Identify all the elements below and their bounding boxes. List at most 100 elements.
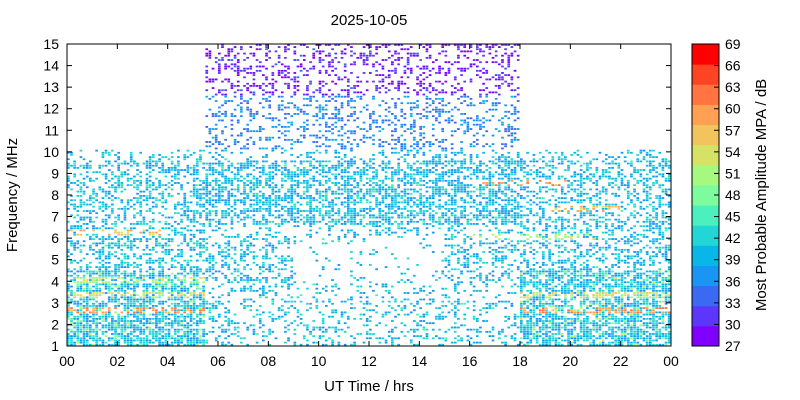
heatmap-cell xyxy=(76,294,80,297)
heatmap-cell xyxy=(120,233,124,236)
heatmap-cell xyxy=(362,341,366,344)
heatmap-cell xyxy=(309,233,312,236)
heatmap-cell xyxy=(114,268,117,271)
heatmap-cell xyxy=(274,89,278,92)
heatmap-cell xyxy=(400,195,404,197)
heatmap-cell xyxy=(202,225,205,228)
heatmap-cell xyxy=(318,61,322,64)
heatmap-cell xyxy=(104,177,108,180)
heatmap-cell xyxy=(302,335,306,338)
heatmap-cell xyxy=(183,311,187,314)
heatmap-cell xyxy=(136,238,139,240)
heatmap-cell xyxy=(284,50,287,53)
heatmap-cell xyxy=(101,235,105,238)
heatmap-cell xyxy=(378,125,382,128)
heatmap-cell xyxy=(403,171,407,174)
heatmap-cell xyxy=(195,272,199,275)
heatmap-cell xyxy=(277,46,281,48)
heatmap-cell xyxy=(243,285,246,288)
heatmap-cell xyxy=(246,123,249,126)
heatmap-cell xyxy=(227,268,231,271)
heatmap-cell xyxy=(255,195,259,197)
heatmap-cell xyxy=(280,279,284,281)
heatmap-cell xyxy=(73,333,76,335)
heatmap-cell xyxy=(67,162,70,165)
heatmap-cell xyxy=(287,84,290,87)
heatmap-cell xyxy=(255,166,259,169)
heatmap-cell xyxy=(299,65,303,68)
heatmap-cell xyxy=(186,322,190,325)
heatmap-cell xyxy=(287,276,290,279)
heatmap-cell xyxy=(208,108,212,111)
heatmap-cell xyxy=(164,287,168,290)
heatmap-cell xyxy=(92,315,95,318)
heatmap-cell xyxy=(107,298,111,301)
heatmap-cell xyxy=(284,134,287,137)
heatmap-cell xyxy=(265,255,268,258)
heatmap-cell xyxy=(142,341,146,344)
heatmap-cell xyxy=(218,218,221,221)
heatmap-cell xyxy=(202,302,205,305)
heatmap-cell xyxy=(384,188,388,191)
heatmap-cell xyxy=(280,63,284,66)
heatmap-cell xyxy=(129,287,133,290)
heatmap-cell xyxy=(318,164,322,167)
heatmap-cell xyxy=(255,276,259,279)
heatmap-cell xyxy=(218,186,221,189)
heatmap-cell xyxy=(312,95,316,98)
heatmap-cell xyxy=(224,264,227,266)
heatmap-cell xyxy=(180,309,183,312)
heatmap-cell xyxy=(290,322,294,325)
heatmap-cell xyxy=(155,164,158,167)
heatmap-cell xyxy=(400,235,404,238)
heatmap-cell xyxy=(378,130,382,133)
heatmap-cell xyxy=(334,121,338,124)
heatmap-cell xyxy=(284,179,287,182)
heatmap-cell xyxy=(284,106,287,109)
heatmap-cell xyxy=(89,179,92,182)
heatmap-cell xyxy=(318,123,322,126)
heatmap-cell xyxy=(145,285,149,288)
heatmap-cell xyxy=(126,333,130,335)
heatmap-cell xyxy=(104,182,108,184)
heatmap-cell xyxy=(126,246,130,249)
heatmap-cell xyxy=(233,95,237,98)
heatmap-cell xyxy=(274,166,278,169)
heatmap-cell xyxy=(394,197,397,199)
heatmap-cell xyxy=(101,154,105,156)
heatmap-cell xyxy=(331,210,334,212)
heatmap-cell xyxy=(265,248,268,251)
heatmap-cell xyxy=(397,207,400,210)
heatmap-cell xyxy=(180,248,183,251)
heatmap-cell xyxy=(111,333,114,335)
heatmap-cell xyxy=(67,339,70,342)
heatmap-cell xyxy=(202,320,205,322)
heatmap-cell xyxy=(391,69,394,72)
heatmap-cell xyxy=(375,283,378,286)
heatmap-cell xyxy=(98,266,102,269)
heatmap-cell xyxy=(170,225,174,228)
heatmap-cell xyxy=(167,337,171,340)
heatmap-cell xyxy=(230,192,234,195)
heatmap-cell xyxy=(133,203,136,206)
heatmap-cell xyxy=(208,330,212,333)
heatmap-cell xyxy=(350,188,353,191)
heatmap-cell xyxy=(306,216,309,219)
heatmap-cell xyxy=(139,307,143,309)
heatmap-cell xyxy=(136,285,139,288)
heatmap-cell xyxy=(268,214,271,217)
heatmap-cell xyxy=(416,229,419,232)
heatmap-cell xyxy=(312,207,316,210)
heatmap-cell xyxy=(375,294,378,297)
heatmap-cell xyxy=(324,44,328,46)
heatmap-cell xyxy=(287,197,290,199)
heatmap-cell xyxy=(123,173,127,176)
heatmap-cell xyxy=(400,220,404,223)
heatmap-cell xyxy=(117,244,120,247)
heatmap-cell xyxy=(164,317,168,320)
heatmap-cell xyxy=(202,294,205,297)
heatmap-cell xyxy=(123,324,127,327)
heatmap-cell xyxy=(318,82,322,85)
heatmap-cell xyxy=(252,175,256,178)
heatmap-cell xyxy=(89,261,92,264)
